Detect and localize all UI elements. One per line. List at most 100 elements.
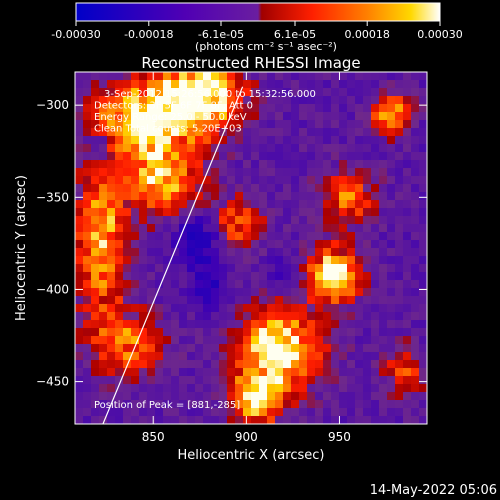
heatmap-cell [355,184,364,193]
heatmap-cell [131,112,140,121]
heatmap-cell [347,360,356,369]
heatmap-cell [387,320,396,329]
heatmap-cell [323,72,332,81]
heatmap-cell [99,144,108,153]
heatmap-cell [387,208,396,217]
heatmap-cell [267,112,276,121]
heatmap-cell [411,192,420,201]
heatmap-cell [307,152,316,161]
heatmap-cell [203,400,212,409]
heatmap-cell [283,368,292,377]
heatmap-cell [227,272,236,281]
heatmap-cell [251,264,260,273]
heatmap-cell [403,384,412,393]
heatmap-cell [291,376,300,385]
heatmap-cell [171,104,180,113]
heatmap-cell [299,120,308,129]
heatmap-cell [195,328,204,337]
heatmap-cell [347,368,356,377]
heatmap-cell [227,104,236,113]
heatmap-cell [171,176,180,185]
heatmap-cell [379,256,388,265]
heatmap-cell [107,160,116,169]
heatmap-cell [267,344,276,353]
heatmap-cell [411,176,420,185]
heatmap-cell [339,168,348,177]
heatmap-cell [291,72,300,81]
peak-position-label: Position of Peak = [881,-285] [94,400,240,411]
heatmap-cell [267,296,276,305]
heatmap-cell [235,312,244,321]
heatmap-cell [155,88,164,97]
heatmap-cell [323,200,332,209]
heatmap-cell [179,360,188,369]
heatmap-cell [123,328,132,337]
heatmap-cell [107,192,116,201]
heatmap-cell [323,352,332,361]
heatmap-cell [235,240,244,249]
heatmap-cell [203,384,212,393]
heatmap-cell [379,240,388,249]
heatmap-cell [227,192,236,201]
heatmap-cell [179,200,188,209]
heatmap-cell [107,304,116,313]
heatmap-cell [179,184,188,193]
heatmap-cell [291,232,300,241]
heatmap-cell [123,168,132,177]
heatmap-cell [75,336,84,345]
heatmap-cell [227,176,236,185]
heatmap-cell [395,160,404,169]
heatmap-cell [203,392,212,401]
heatmap-cell [331,336,340,345]
heatmap-cell [339,312,348,321]
heatmap-cell [291,264,300,273]
x-axis-label: Heliocentric X (arcsec) [178,448,325,463]
heatmap-cell [107,256,116,265]
heatmap-cell [75,344,84,353]
heatmap-cell [219,112,228,121]
heatmap-cell [259,152,268,161]
heatmap-cell [275,400,284,409]
heatmap-cell [83,256,92,265]
heatmap-cell [171,264,180,273]
heatmap-cell [203,176,212,185]
heatmap-cell [403,416,412,424]
heatmap-cell [235,168,244,177]
heatmap-cell [211,392,220,401]
heatmap-cell [107,408,116,417]
heatmap-cell [147,224,156,233]
heatmap-cell [331,320,340,329]
heatmap-cell [267,104,276,113]
heatmap-cell [371,232,380,241]
heatmap-cell [131,336,140,345]
heatmap-cell [387,344,396,353]
heatmap-cell [395,408,404,417]
heatmap-cell [195,384,204,393]
heatmap-cell [323,336,332,345]
heatmap-cell [259,128,268,137]
heatmap-cell [163,416,172,424]
heatmap-cell [331,288,340,297]
heatmap-cell [387,200,396,209]
heatmap-cell [171,152,180,161]
heatmap-cell [251,80,260,89]
heatmap-cell [339,384,348,393]
heatmap-cell [195,96,204,105]
heatmap-cell [187,288,196,297]
heatmap-cell [219,264,228,273]
heatmap-cell [259,72,268,81]
heatmap-cell [331,232,340,241]
heatmap-cell [251,152,260,161]
heatmap-cell [347,144,356,153]
heatmap-cell [195,88,204,97]
heatmap-cell [267,192,276,201]
heatmap-cell [211,112,220,121]
heatmap-cell [99,240,108,249]
heatmap-cell [219,280,228,289]
heatmap-cell [123,368,132,377]
heatmap-cell [171,240,180,249]
heatmap-cell [75,376,84,385]
heatmap-cell [147,344,156,353]
heatmap-cell [403,120,412,129]
heatmap-cell [139,248,148,257]
